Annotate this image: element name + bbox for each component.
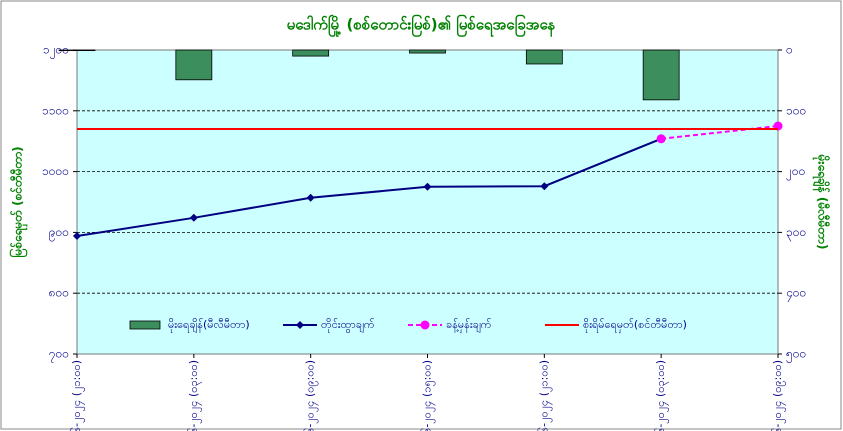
- legend-marker: [420, 320, 430, 330]
- y2-tick-label: ၁၀၀: [786, 103, 806, 117]
- bar: [58, 49, 96, 52]
- bar: [525, 49, 563, 65]
- y-tick-label: ၁၀၀၀: [42, 164, 69, 178]
- y2-tick-label: ၄၀၀: [786, 286, 806, 303]
- y-axis-title: မြစ်ရေမှတ် (စင်တီမီတာ): [8, 146, 29, 257]
- plot-area: [76, 49, 779, 355]
- line: [76, 137, 662, 238]
- bar: [642, 49, 680, 101]
- y2-tick-label: ၅၀၀: [786, 347, 806, 364]
- x-tick-label: ၁၁-၆-၂၀၂၄ (၀၉:၀၀): [771, 360, 786, 431]
- marker: [540, 182, 549, 191]
- bar: [175, 49, 213, 81]
- y-tick-label: ၁၁၀၀: [42, 103, 69, 117]
- y2-axis-title: မိုးရေချိန် (မီလီမီတာ): [812, 154, 832, 250]
- legend-swatch: [129, 320, 161, 330]
- marker: [306, 193, 315, 202]
- bar: [292, 49, 330, 57]
- y-tick-label: ၁၂၀၀: [43, 43, 69, 60]
- y2-tick-label: ၃၀၀: [786, 225, 806, 242]
- y-tick-label: ၇၀၀: [49, 347, 69, 364]
- x-tick-label: ၁၀-၆-၂၀၂၄ (၀၉:၀၀): [304, 360, 319, 431]
- x-tick-label: ၁၀-၆-၂၀၂၄ (၁၅:၀၀): [421, 360, 436, 431]
- marker: [189, 213, 198, 222]
- x-tick-label: ၁၀-၆-၂၀၂၄ (၀၃:၀၀): [187, 360, 202, 431]
- legend-marker: [296, 321, 304, 329]
- x-tick-label: ၉-၆-၂၀၂၄ (၂၁:၀၀): [70, 360, 85, 431]
- y2-tick-label: ၂၀၀: [786, 164, 805, 181]
- marker: [656, 134, 666, 144]
- x-tick-label: ၁၁-၆-၂၀၂၄ (၀၃:၀၀): [654, 360, 669, 431]
- y-tick-label: ၉၀၀: [49, 225, 69, 242]
- legend-label: ခန့်မှန်းချက်: [446, 318, 492, 333]
- y-tick-label: ၈၀၀: [49, 286, 69, 300]
- legend-label: တိုင်းထွာချက်: [321, 318, 375, 333]
- x-tick-label: ၁၀-၆-၂၀၂၄ (၂၁:၀၀): [537, 360, 552, 431]
- legend-label: စိုးရိမ်ရေမှတ်(စင်တီမီတာ): [583, 318, 687, 333]
- marker: [73, 232, 81, 241]
- y2-tick-label: ၀: [786, 43, 793, 57]
- marker: [423, 182, 432, 191]
- legend-label: မိုးရေချိန်(မီလီမီတာ): [168, 318, 250, 333]
- bar: [409, 49, 446, 54]
